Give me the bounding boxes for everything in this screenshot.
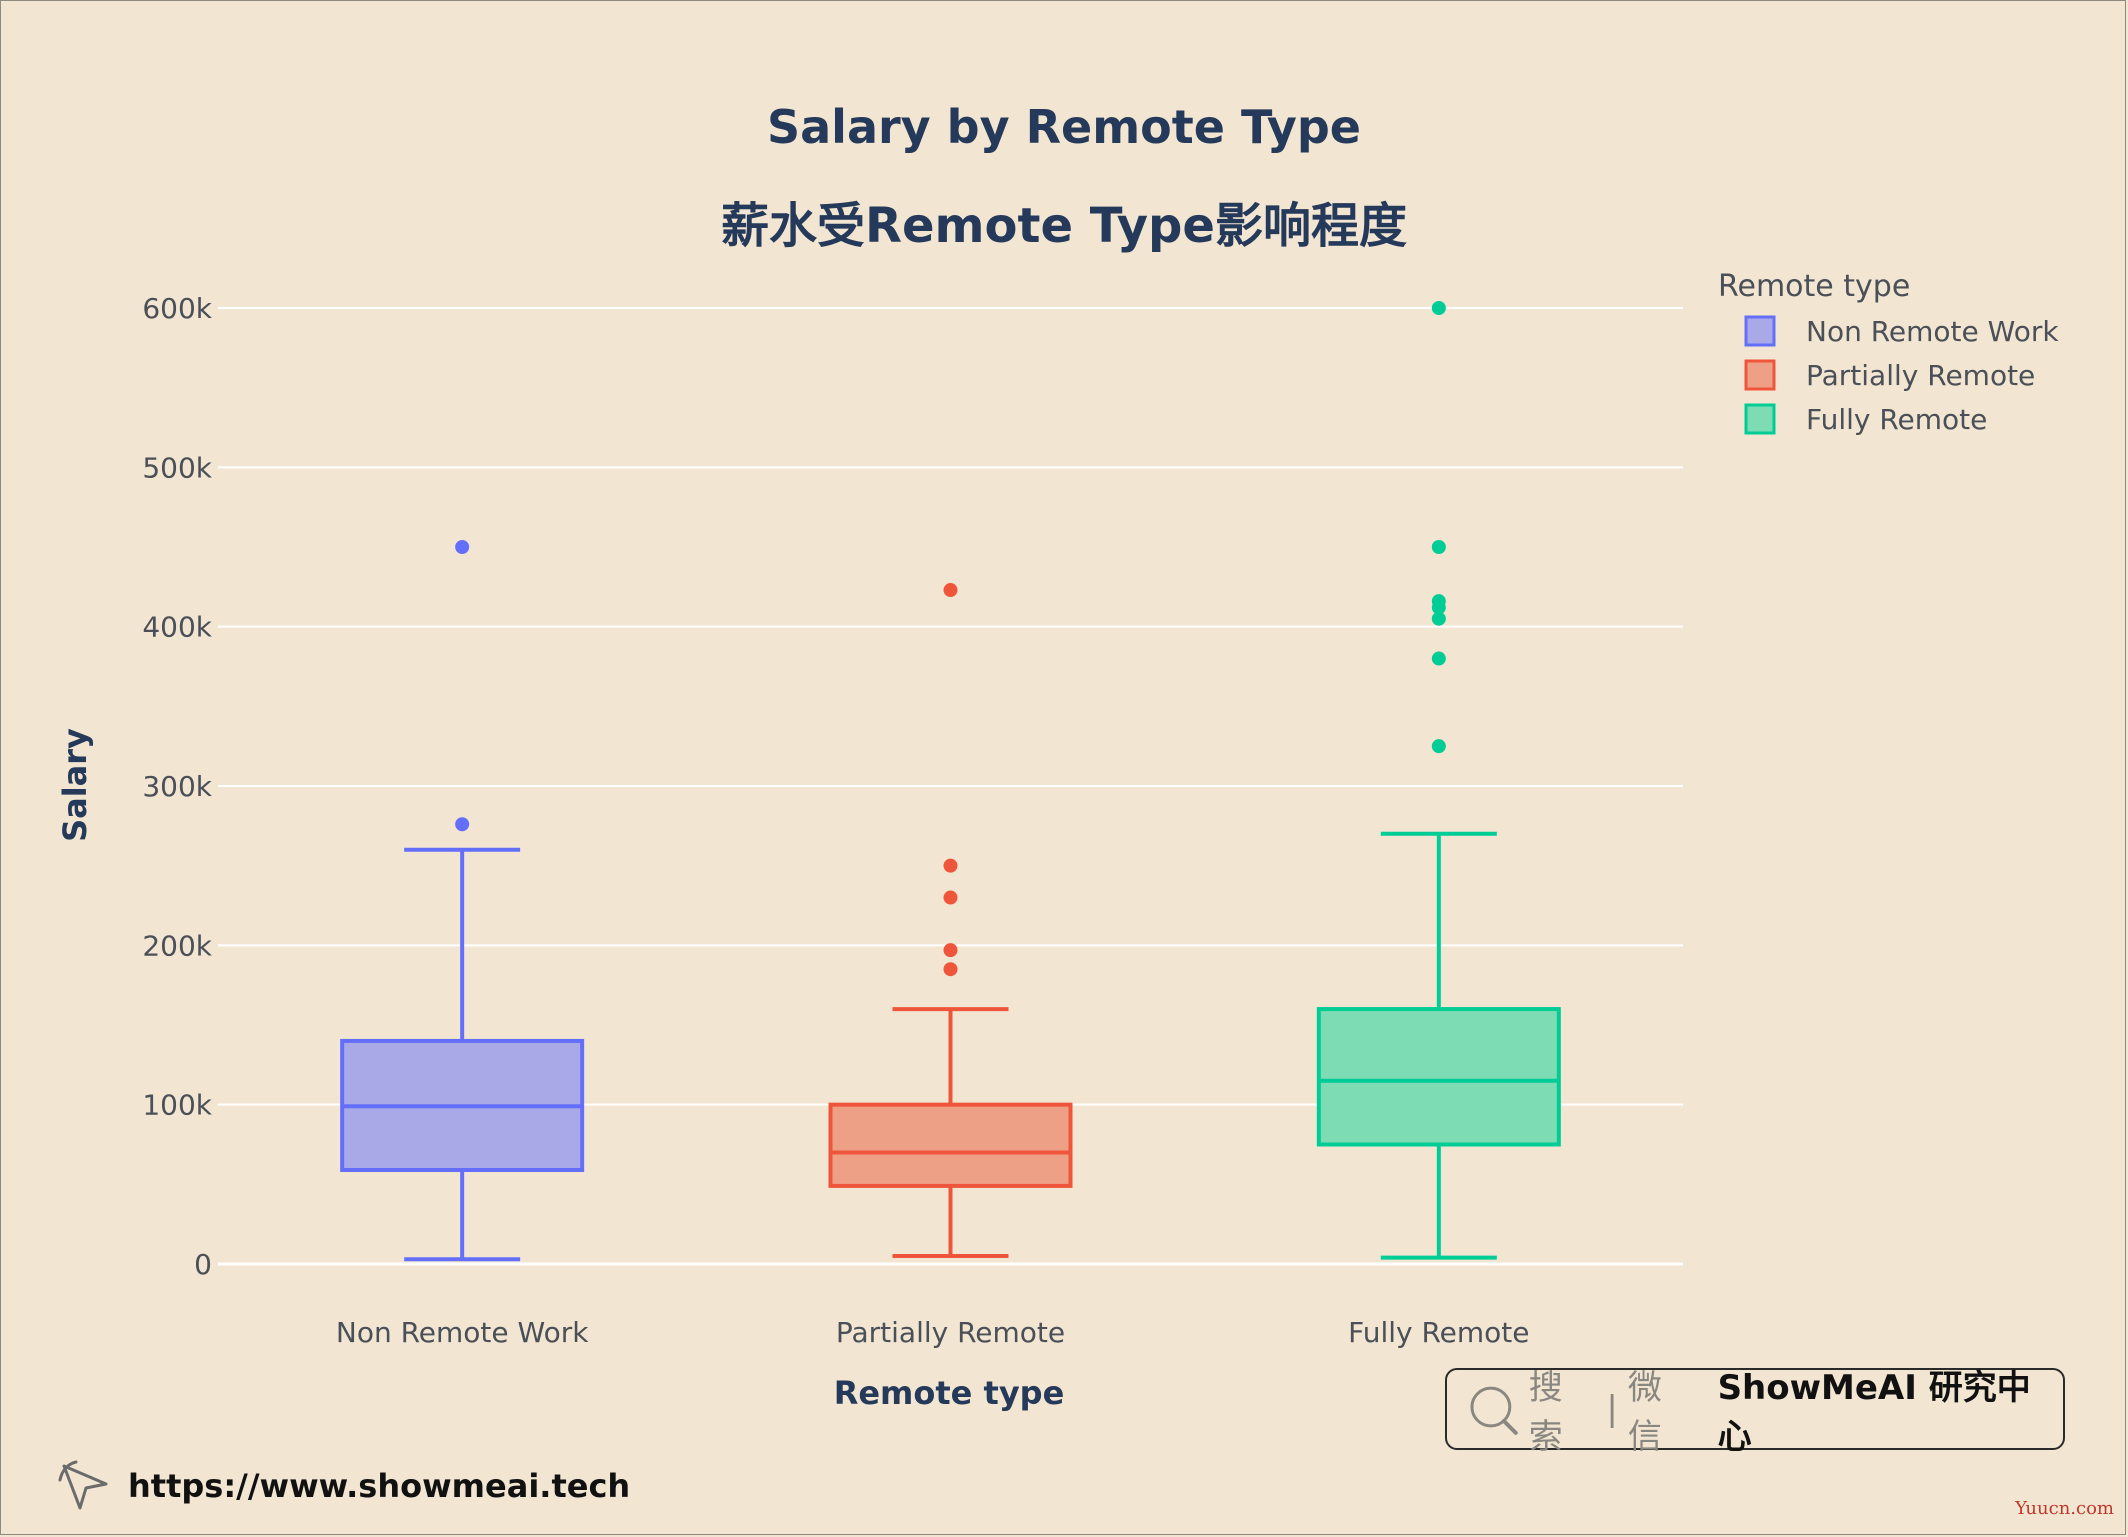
watermark: Yuucn.com — [2015, 1498, 2114, 1519]
outlier-point — [943, 858, 958, 873]
y-axis-title: Salary — [56, 728, 94, 842]
search-channel: 微信 — [1627, 1368, 1662, 1457]
outlier-point — [943, 890, 958, 905]
chart-title: Salary by Remote Type — [767, 100, 1361, 154]
outlier-point — [943, 962, 958, 977]
outlier-point — [1431, 611, 1446, 626]
search-separator: | — [1606, 1389, 1618, 1429]
y-tick-label: 0 — [194, 1248, 212, 1281]
legend-item-label: Fully Remote — [1806, 403, 1987, 436]
legend-swatch — [1744, 315, 1776, 347]
y-tick-label: 400k — [142, 611, 212, 644]
y-tick-label: 100k — [142, 1089, 212, 1122]
x-tick-label: Fully Remote — [1348, 1316, 1529, 1349]
x-tick-label: Non Remote Work — [336, 1316, 589, 1349]
search-box: 搜索 | 微信 ShowMeAI 研究中心 — [1445, 1368, 2065, 1457]
y-tick-label: 200k — [142, 929, 212, 962]
y-tick-labels: 0 100k 200k 300k 400k 500k 600k — [142, 292, 212, 1281]
legend-item-label: Partially Remote — [1806, 359, 2035, 392]
footer-link[interactable]: https://www.showmeai.tech — [58, 1460, 630, 1512]
legend-swatch — [1744, 359, 1776, 391]
outlier-point — [1431, 301, 1446, 315]
y-tick-label: 300k — [142, 770, 212, 803]
legend-swatch — [1744, 403, 1776, 435]
magnifier-icon — [1470, 1386, 1518, 1435]
x-axis-title: Remote type — [834, 1374, 1065, 1412]
iqr-box — [828, 1102, 1073, 1188]
chart-subtitle: 薪水受Remote Type影响程度 — [721, 198, 1407, 254]
iqr-box — [1316, 1007, 1561, 1147]
brand-name: ShowMeAI 研究中心 — [1717, 1368, 2031, 1457]
outlier-point — [455, 817, 470, 832]
outlier-point — [943, 583, 958, 598]
outlier-point — [1431, 594, 1446, 609]
y-tick-label: 600k — [142, 292, 212, 325]
outlier-point — [1431, 540, 1446, 554]
x-tick-label: Partially Remote — [836, 1316, 1065, 1349]
box-series — [340, 301, 1561, 1262]
outlier-point — [1431, 739, 1446, 754]
box-group — [1316, 301, 1561, 1260]
outlier-point — [943, 943, 958, 958]
website-url[interactable]: https://www.showmeai.tech — [128, 1467, 631, 1505]
legend: Remote type Non Remote Work Partially Rem… — [1718, 269, 2059, 436]
cursor-icon — [58, 1460, 108, 1510]
outlier-point — [1431, 651, 1446, 666]
legend-item-label: Non Remote Work — [1806, 315, 2059, 348]
outlier-point — [455, 540, 470, 554]
x-tick-labels: Non Remote Work Partially Remote Fully Rem… — [336, 1316, 1530, 1349]
y-tick-label: 500k — [142, 451, 212, 484]
box-group — [828, 583, 1073, 1259]
legend-title: Remote type — [1718, 269, 1910, 304]
box-group — [340, 540, 585, 1262]
search-hint: 搜索 — [1528, 1368, 1563, 1457]
